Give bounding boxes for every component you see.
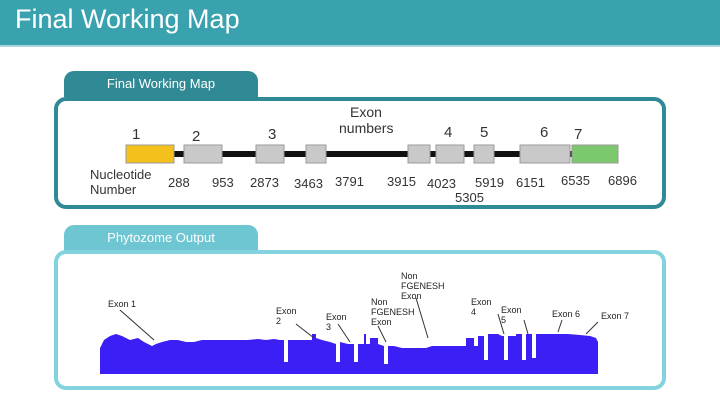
exon7-arrow <box>585 321 599 335</box>
label-exon1: Exon 1 <box>108 299 136 309</box>
nucleotide-label-line2: Number <box>90 182 137 197</box>
label-nonfg1-l3: Exon <box>371 317 392 327</box>
nucleotide-2873: 2873 <box>250 175 279 190</box>
exon-number-6: 6 <box>540 124 548 141</box>
exon-4-box <box>435 144 465 164</box>
exon-number-3: 3 <box>268 126 276 143</box>
exon5-arrow <box>523 319 529 335</box>
phytozome-labels: Exon 1 Exon 2 Exon 3 Non FGENESH Exon No… <box>108 271 629 332</box>
nucleotide-3791: 3791 <box>335 174 364 189</box>
nucleotide-5919: 5919 <box>475 175 504 190</box>
nucleotide-6151: 6151 <box>516 175 545 190</box>
annotation-arrows <box>119 297 599 343</box>
nucleotide-6535: 6535 <box>561 173 590 188</box>
non-fgenesh-box-1 <box>305 144 327 164</box>
nucleotide-5305: 5305 <box>455 190 484 205</box>
exon-number-7: 7 <box>574 126 582 143</box>
nonfg2-arrow <box>415 297 429 339</box>
exon1-arrow <box>119 309 155 341</box>
final-working-map-panel: Exon numbers 1 2 3 4 5 6 7 Nucleotide Nu… <box>54 97 666 209</box>
exon6-arrow <box>557 319 563 333</box>
exon3-arrow <box>337 323 351 343</box>
nucleotide-3463: 3463 <box>294 176 323 191</box>
gene-backbone-line <box>126 151 618 157</box>
exon-number-4: 4 <box>444 124 452 141</box>
exon-number-5: 5 <box>480 124 488 141</box>
exon-number-1: 1 <box>132 126 140 143</box>
non-fgenesh-box-2 <box>407 144 431 164</box>
exon-6-box <box>519 144 571 164</box>
label-nonfg1-l1: Non <box>371 297 388 307</box>
label-nonfg2-l1: Non <box>401 271 418 281</box>
exon-5-box <box>473 144 495 164</box>
label-exon2-l1: Exon <box>276 306 297 316</box>
nucleotide-288: 288 <box>168 175 190 190</box>
phytozome-coverage-plot: Exon 1 Exon 2 Exon 3 Non FGENESH Exon No… <box>100 271 629 374</box>
title-bar: Final Working Map <box>0 0 720 45</box>
label-exon3-l1: Exon <box>326 312 347 322</box>
label-exon7: Exon 7 <box>601 311 629 321</box>
exon-3-box <box>255 144 285 164</box>
page-title: Final Working Map <box>15 4 240 34</box>
coverage-profile <box>100 334 598 374</box>
exon-heading-line2: numbers <box>339 120 393 136</box>
exon4-arrow <box>497 313 505 335</box>
title-divider <box>0 45 720 47</box>
label-exon2-l2: 2 <box>276 316 281 326</box>
nonfg1-arrow <box>377 325 387 343</box>
phytozome-output-panel: Exon 1 Exon 2 Exon 3 Non FGENESH Exon No… <box>54 250 666 390</box>
label-exon5-l2: 5 <box>501 315 506 325</box>
exon-2-box <box>183 144 223 164</box>
exon-number-2: 2 <box>192 128 200 145</box>
label-exon4-l2: 4 <box>471 307 476 317</box>
tab-final-working-map: Final Working Map <box>64 71 258 97</box>
nucleotide-6896: 6896 <box>608 173 637 188</box>
label-nonfg2-l3: Exon <box>401 291 422 301</box>
nucleotide-953: 953 <box>212 175 234 190</box>
label-nonfg2-l2: FGENESH <box>401 281 445 291</box>
nucleotide-3915: 3915 <box>387 174 416 189</box>
label-exon6: Exon 6 <box>552 309 580 319</box>
label-exon4-l1: Exon <box>471 297 492 307</box>
nucleotide-4023: 4023 <box>427 176 456 191</box>
label-exon3-l2: 3 <box>326 322 331 332</box>
exon-map-diagram: Exon numbers 1 2 3 4 5 6 7 Nucleotide Nu… <box>90 104 637 205</box>
nucleotide-label-line1: Nucleotide <box>90 167 151 182</box>
exon2-arrow <box>295 323 315 339</box>
exon-7-box <box>571 144 619 164</box>
exon-heading-line1: Exon <box>350 104 382 120</box>
label-nonfg1-l2: FGENESH <box>371 307 415 317</box>
tab-phytozome-output: Phytozome Output <box>64 225 258 251</box>
exon-1-box <box>125 144 175 164</box>
label-exon5-l1: Exon <box>501 305 522 315</box>
